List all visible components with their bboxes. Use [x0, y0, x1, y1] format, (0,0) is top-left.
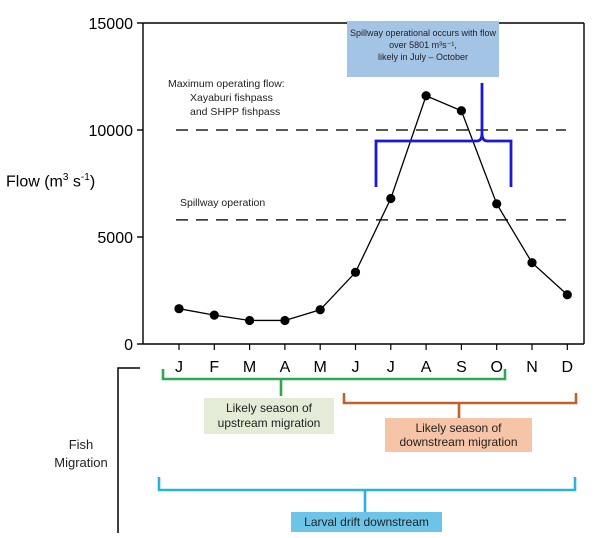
upstream-line-2: upstream migration — [217, 416, 321, 430]
upstream-brace — [161, 369, 507, 396]
downstream-line-1: Likely season of — [415, 421, 502, 435]
upstream-line-1: Likely season of — [225, 401, 313, 415]
spillway-annotation-line-2: over 5801 m³s⁻¹, — [389, 40, 457, 50]
x-tick-label: J — [352, 359, 360, 376]
reference-line-label: and SHPP fishpass — [190, 106, 280, 118]
data-point-a-3 — [280, 315, 290, 326]
y-axis-label-sup2: -1 — [80, 172, 90, 183]
spillway-annotation-box: Spillway operational occurs with flow ov… — [347, 21, 499, 77]
y-tick-label: 0 — [124, 337, 133, 354]
larval-drift-brace — [157, 477, 577, 512]
data-point-n-10 — [527, 258, 537, 268]
x-tick-label: J — [175, 359, 183, 376]
series-line — [178, 94, 568, 322]
spillway-brace — [374, 83, 513, 187]
x-tick-label: A — [280, 359, 291, 376]
reference-line-label: Spillway operation — [180, 197, 265, 209]
downstream-brace — [342, 393, 578, 418]
data-point-d-11 — [562, 290, 572, 300]
data-point-o-9 — [492, 199, 502, 209]
series-layer — [174, 91, 572, 326]
upstream-migration-box: Likely season of upstream migration — [204, 398, 334, 434]
y-tick-label: 15000 — [89, 16, 134, 33]
fish-migration-bracket — [117, 367, 140, 533]
reference-line-label: Maximum operating flow: — [168, 78, 285, 90]
spillway-annotation-line-1: Spillway operational occurs with flow — [349, 28, 497, 38]
data-point-s-8 — [456, 106, 466, 116]
data-point-j-6 — [386, 193, 396, 204]
annotation-layer — [374, 83, 513, 187]
y-axis-label-sup1: 3 — [62, 172, 69, 183]
x-tick-label: O — [490, 359, 502, 376]
larval-drift-box: Larval drift downstream — [291, 512, 442, 532]
x-tick-label: N — [526, 359, 538, 376]
downstream-migration-box: Likely season of downstream migration — [385, 418, 532, 452]
downstream-line-2: downstream migration — [399, 435, 518, 449]
x-tick-label: D — [562, 359, 574, 376]
x-tick-label: S — [456, 359, 467, 376]
data-point-j-0 — [174, 304, 184, 314]
x-tick-label: F — [209, 359, 219, 376]
data-point-m-2 — [245, 315, 255, 326]
y-axis-label-end: ) — [89, 173, 96, 191]
data-point-m-4 — [315, 305, 325, 315]
reference-lines-layer: Maximum operating flow: Xayaburi fishpass… — [168, 78, 566, 221]
data-point-j-5 — [350, 267, 361, 277]
x-tick-label: M — [243, 359, 256, 376]
y-axis-label: Flow (m3 s-1) — [6, 172, 95, 191]
fish-migration-label-line-1: Fish — [68, 437, 94, 452]
x-tick-label: M — [314, 359, 327, 376]
y-tick-label: 5000 — [97, 230, 133, 247]
x-tick-label: J — [387, 359, 395, 376]
x-tick-label: A — [421, 359, 432, 376]
fish-migration-label: Fish Migration — [48, 436, 114, 472]
y-axis-label-base: Flow (m — [6, 173, 63, 191]
data-point-f-1 — [209, 310, 219, 320]
larval-drift-label: Larval drift downstream — [304, 515, 429, 529]
reference-line-label: Xayaburi fishpass — [190, 92, 273, 104]
fish-migration-layer — [117, 367, 578, 533]
axes-layer: 0 5000 10000 15000 J F M A M J J A S O N D — [89, 16, 585, 376]
y-axis-label-mid: s — [68, 173, 81, 191]
fish-migration-label-line-2: Migration — [54, 455, 108, 470]
y-tick-label: 10000 — [89, 123, 134, 140]
spillway-annotation-line-3: likely in July – October — [377, 52, 469, 62]
data-point-a-7 — [421, 91, 431, 101]
